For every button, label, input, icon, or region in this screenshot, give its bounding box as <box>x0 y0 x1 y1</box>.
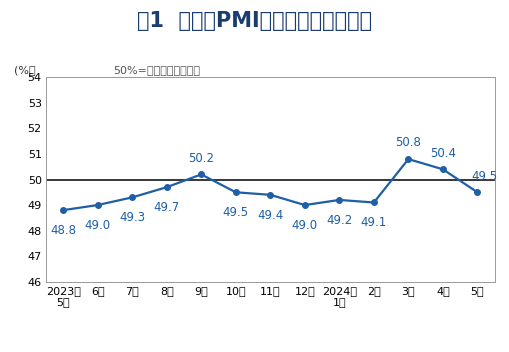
Text: 49.5: 49.5 <box>470 170 496 183</box>
Text: 49.0: 49.0 <box>291 219 317 232</box>
Text: 49.3: 49.3 <box>119 211 145 224</box>
Text: (%）: (%） <box>14 65 36 75</box>
Text: 图1  制造业PMI指数（经季节调整）: 图1 制造业PMI指数（经季节调整） <box>137 11 372 31</box>
Text: 50.4: 50.4 <box>429 146 455 159</box>
Text: 50.8: 50.8 <box>394 136 420 149</box>
Text: 49.2: 49.2 <box>326 214 352 227</box>
Text: 49.5: 49.5 <box>222 206 248 219</box>
Text: 50%=与上月比较无变化: 50%=与上月比较无变化 <box>113 65 200 75</box>
Text: 49.4: 49.4 <box>257 209 283 222</box>
Text: 49.0: 49.0 <box>84 219 110 232</box>
Text: 49.1: 49.1 <box>360 216 386 230</box>
Text: 48.8: 48.8 <box>50 224 76 237</box>
Text: 49.7: 49.7 <box>153 201 180 214</box>
Text: 50.2: 50.2 <box>188 152 214 165</box>
